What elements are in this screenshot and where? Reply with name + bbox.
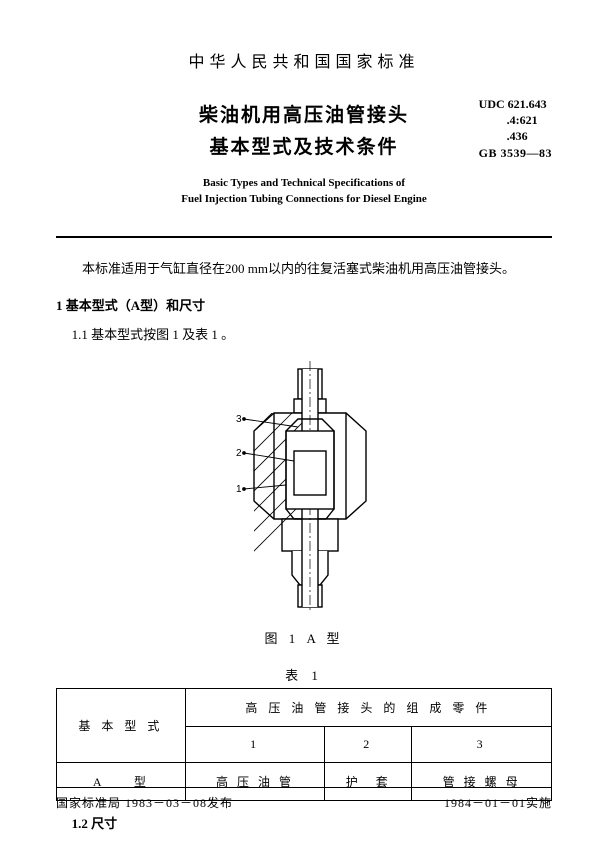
udc-line2: .4:621 [479,112,552,128]
footer-rule [56,787,552,788]
title-cn-line2: 基本型式及技术条件 [56,132,552,164]
table-caption: 表 1 [56,665,552,684]
scope-text: 本标准适用于气缸直径在200 mm以内的往复活塞式柴油机用高压油管接头。 [56,258,552,277]
title-en-line2: Fuel Injection Tubing Connections for Di… [56,191,552,208]
th-c3: 3 [412,726,552,762]
section-1: 1 基本型式（A型）和尺寸 [56,295,552,314]
section-1-2: 1.2 尺寸 [72,813,552,832]
title-block: UDC 621.643 .4:621 .436 GB 3539—83 柴油机用高… [56,100,552,208]
figure-1-svg: 3 2 1 [194,361,414,611]
th-basic-type: 基 本 型 式 [57,688,186,762]
footer-effective: 1984－01－01实施 [444,794,552,811]
th-group: 高 压 油 管 接 头 的 组 成 零 件 [185,688,551,726]
gb-code: GB 3539—83 [479,145,552,161]
udc-line3: .436 [479,128,552,144]
udc-line1: UDC 621.643 [479,96,552,112]
title-cn-line1: 柴油机用高压油管接头 [56,100,552,132]
figure-label-2: 2 [236,448,242,459]
th-c1: 1 [185,726,325,762]
table-row: 基 本 型 式 高 压 油 管 接 头 的 组 成 零 件 [57,688,552,726]
table-1: 基 本 型 式 高 压 油 管 接 头 的 组 成 零 件 1 2 3 A 型 … [56,688,552,801]
figure-label-3: 3 [236,414,242,425]
title-en-line1: Basic Types and Technical Specifications… [56,175,552,192]
title-en: Basic Types and Technical Specifications… [56,175,552,208]
section-1-1: 1.1 基本型式按图 1 及表 1 。 [72,324,552,343]
rule-top [56,236,552,238]
footer-issued: 国家标准局 1983－03－08发布 [56,794,233,811]
figure-label-1: 1 [236,484,242,495]
standard-org: 中华人民共和国国家标准 [56,48,552,72]
figure-1: 3 2 1 [56,361,552,616]
classification-codes: UDC 621.643 .4:621 .436 GB 3539—83 [479,96,552,161]
footer: 国家标准局 1983－03－08发布 1984－01－01实施 [56,787,552,811]
figure-caption: 图 1 A 型 [56,628,552,647]
th-c2: 2 [325,726,412,762]
